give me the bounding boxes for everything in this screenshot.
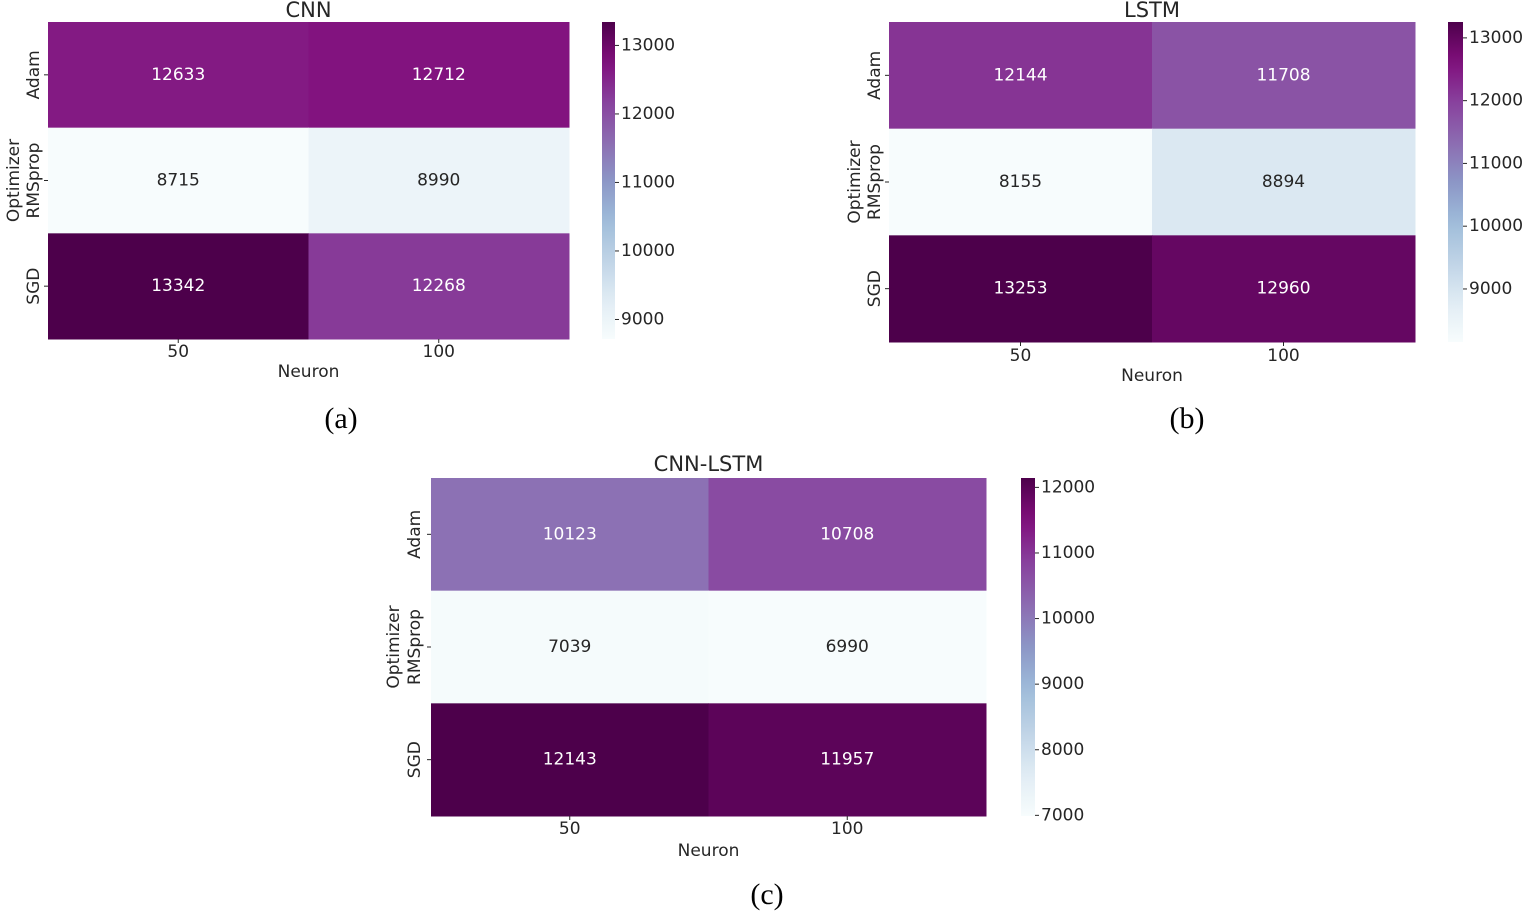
cell-value-label: 13253 <box>993 279 1047 299</box>
x-axis-label: Neuron <box>678 841 740 861</box>
colorbar-tick-label: 12000 <box>1041 477 1095 497</box>
chart-title: LSTM <box>1124 0 1180 22</box>
colorbar-tick-label: 10000 <box>1469 216 1523 236</box>
colorbar <box>1448 22 1463 342</box>
heatmap-panel-3: CNN-LSTM 10123 10708 7039 6990 12143 11957 50 10… <box>384 452 1095 911</box>
y-tick-label: RMSprop <box>24 143 44 219</box>
colorbar-tick-label: 8000 <box>1041 740 1084 760</box>
x-tick-label: 50 <box>167 342 189 362</box>
colorbar-tick-label: 11000 <box>1041 543 1095 563</box>
y-tick-label: SGD <box>865 270 885 307</box>
colorbar-tick-label: 11000 <box>621 172 675 192</box>
colorbar-tick-label: 13000 <box>1469 28 1523 48</box>
colorbar-tick-label: 12000 <box>621 104 675 124</box>
colorbar-tick-label: 12000 <box>1469 91 1523 111</box>
colorbar <box>602 22 615 339</box>
y-tick-label: Adam <box>865 51 885 100</box>
cell-value-label: 6990 <box>826 637 869 657</box>
subfigure-caption: (c) <box>750 878 783 911</box>
y-tick-label: SGD <box>24 268 44 305</box>
cell-value-label: 12144 <box>993 65 1047 85</box>
cell-value-label: 12633 <box>151 65 205 85</box>
cell-value-label: 12268 <box>412 276 466 296</box>
x-tick-label: 100 <box>831 819 863 839</box>
cell-value-label: 10708 <box>820 524 874 544</box>
heatmap-cell <box>1152 235 1416 343</box>
colorbar-tick-label: 13000 <box>621 35 675 55</box>
x-axis-label: Neuron <box>1121 366 1183 386</box>
cell-value-label: 8990 <box>417 171 460 191</box>
heatmap-cell <box>889 235 1153 343</box>
heatmap-cell <box>708 590 987 704</box>
cell-value-label: 12143 <box>543 750 597 770</box>
y-tick-label: SGD <box>405 741 425 778</box>
heatmap-cell <box>308 233 570 340</box>
colorbar <box>1021 478 1035 816</box>
colorbar-tick-label: 11000 <box>1469 153 1523 173</box>
heatmap-cell <box>48 233 309 340</box>
chart-title: CNN <box>285 0 331 22</box>
heatmap-cell <box>1152 128 1416 236</box>
heatmap-cell <box>889 22 1153 130</box>
chart-title: CNN-LSTM <box>654 452 764 476</box>
x-tick-label: 100 <box>423 342 455 362</box>
y-axis-label: Optimizer <box>384 605 404 688</box>
heatmap-cell <box>431 478 709 592</box>
heatmap-cell <box>308 127 570 234</box>
subfigure-caption: (a) <box>324 402 357 435</box>
heatmap-panel-2: LSTM 12144 11708 8155 8894 13253 12960 50 100 Neu… <box>845 0 1523 435</box>
heatmap-cell <box>1152 22 1416 130</box>
cell-value-label: 8894 <box>1262 172 1305 192</box>
heatmap-cell <box>431 703 709 817</box>
y-tick-label: RMSprop <box>865 144 885 220</box>
colorbar-tick-label: 10000 <box>1041 609 1095 629</box>
y-tick-label: RMSprop <box>405 609 425 685</box>
cell-value-label: 7039 <box>548 637 591 657</box>
heatmap-cell <box>431 590 709 704</box>
colorbar-tick-label: 9000 <box>1041 674 1084 694</box>
x-tick-label: 100 <box>1267 346 1299 366</box>
heatmap-cell <box>708 478 987 592</box>
x-tick-label: 50 <box>559 819 581 839</box>
cell-value-label: 10123 <box>543 524 597 544</box>
heatmap-cell <box>889 128 1153 236</box>
cell-value-label: 12712 <box>412 65 466 85</box>
colorbar-tick-label: 9000 <box>621 309 664 329</box>
x-tick-label: 50 <box>1010 346 1032 366</box>
heatmap-cell <box>308 22 570 129</box>
colorbar-tick-label: 10000 <box>621 241 675 261</box>
cell-value-label: 12960 <box>1256 279 1310 299</box>
cell-value-label: 8715 <box>157 171 200 191</box>
y-tick-label: Adam <box>405 510 425 559</box>
cell-value-label: 11708 <box>1256 65 1310 85</box>
cell-value-label: 13342 <box>151 276 205 296</box>
y-axis-label: Optimizer <box>845 140 865 223</box>
y-tick-label: Adam <box>24 50 44 99</box>
colorbar-tick-label: 7000 <box>1041 805 1084 825</box>
heatmap-cell <box>48 127 309 234</box>
x-axis-label: Neuron <box>278 362 340 382</box>
heatmap-panel-1: CNN 12633 12712 8715 8990 13342 12268 50 100 Neur… <box>4 0 675 435</box>
heatmap-cell <box>48 22 309 129</box>
subfigure-caption: (b) <box>1170 402 1205 435</box>
colorbar-tick-label: 9000 <box>1469 279 1512 299</box>
heatmap-cell <box>708 703 987 817</box>
y-axis-label: Optimizer <box>4 139 24 222</box>
cell-value-label: 11957 <box>820 750 874 770</box>
cell-value-label: 8155 <box>999 172 1042 192</box>
